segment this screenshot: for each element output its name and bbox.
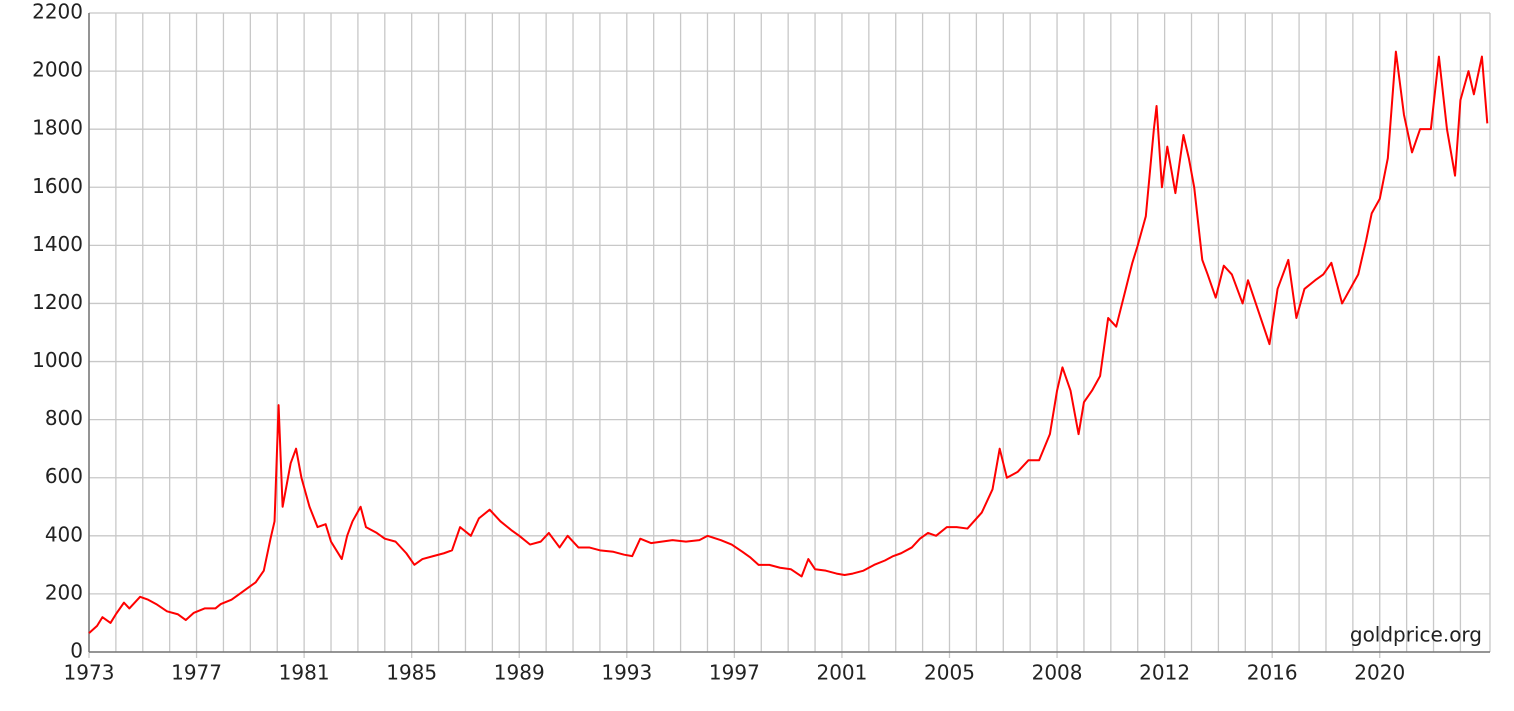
y-tick-label: 400: [45, 522, 83, 546]
x-tick-label: 2008: [1032, 661, 1083, 685]
price-line: [88, 50, 1489, 634]
y-tick-label: 800: [45, 406, 83, 430]
x-tick-label: 1993: [601, 661, 652, 685]
y-tick-label: 1000: [32, 348, 83, 372]
x-tick-label: 2020: [1354, 661, 1405, 685]
x-tick-label: 2012: [1139, 661, 1190, 685]
y-tick-label: 1600: [32, 174, 83, 198]
x-tick-label: 2005: [924, 661, 975, 685]
x-tick-label: 1989: [494, 661, 545, 685]
y-tick-label: 0: [70, 639, 83, 663]
y-tick-label: 1200: [32, 290, 83, 314]
y-tick-label: 2200: [32, 0, 83, 24]
x-tick-label: 1981: [279, 661, 330, 685]
watermark: goldprice.org: [1350, 623, 1482, 647]
x-tick-label: 1985: [386, 661, 437, 685]
x-tick-label: 1997: [709, 661, 760, 685]
x-tick-label: 2016: [1247, 661, 1298, 685]
x-tick-label: 2001: [816, 661, 867, 685]
y-tick-label: 200: [45, 580, 83, 604]
x-tick-label: 1973: [64, 661, 115, 685]
y-tick-label: 600: [45, 464, 83, 488]
y-tick-label: 1400: [32, 232, 83, 256]
y-tick-label: 2000: [32, 58, 83, 82]
x-tick-label: 1977: [171, 661, 222, 685]
y-tick-label: 1800: [32, 116, 83, 140]
